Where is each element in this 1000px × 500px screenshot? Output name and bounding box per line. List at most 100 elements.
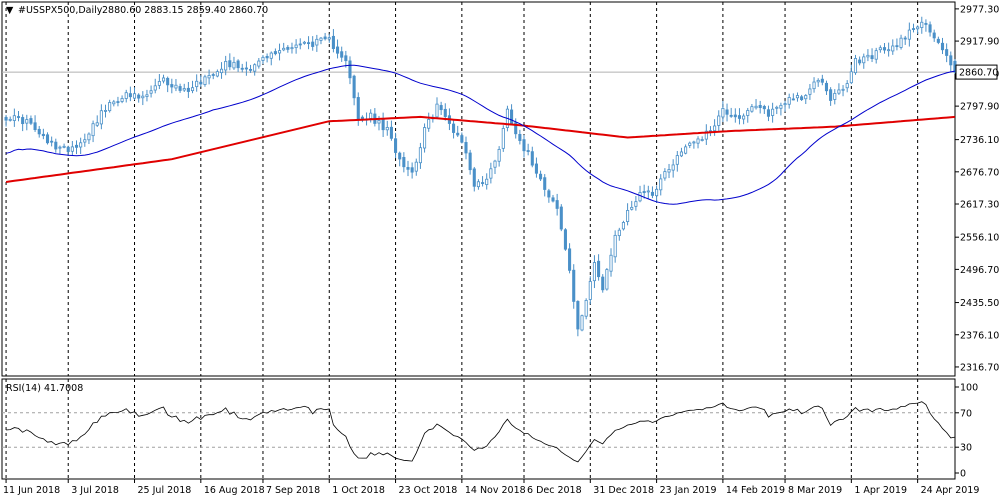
- candle: [253, 63, 257, 76]
- candle: [443, 103, 447, 121]
- rsi-pane[interactable]: 100 70 30 0 RSI(14) 41.7008: [1, 378, 978, 480]
- candle: [50, 136, 54, 147]
- rsi-title: RSI(14) 41.7008: [6, 383, 83, 394]
- candle-body: [87, 133, 91, 141]
- candle: [891, 39, 895, 55]
- candle: [829, 87, 833, 106]
- candle: [410, 162, 414, 179]
- candle-body: [294, 44, 298, 49]
- time-tick-label: 24 Apr 2019: [921, 485, 980, 496]
- candle-body: [518, 134, 522, 141]
- candle-body: [228, 60, 232, 68]
- rsi-pane-frame: [1, 378, 956, 480]
- candle: [120, 95, 124, 104]
- candle-body: [663, 171, 667, 179]
- candles-group: [4, 16, 957, 337]
- candle-body: [269, 52, 273, 59]
- candle: [406, 160, 410, 177]
- candle-body: [924, 23, 928, 25]
- candle: [174, 79, 178, 92]
- candle: [497, 146, 501, 167]
- candle: [555, 193, 559, 216]
- candle-body: [816, 79, 820, 83]
- candle: [331, 29, 335, 53]
- candle: [481, 176, 485, 187]
- candle: [568, 243, 572, 274]
- candle-body: [510, 109, 514, 125]
- candle-body: [940, 42, 945, 51]
- candle: [667, 163, 671, 179]
- candle: [190, 80, 195, 94]
- candle-body: [132, 93, 137, 99]
- candle-body: [555, 200, 559, 209]
- candle: [543, 174, 547, 197]
- candle: [626, 203, 630, 226]
- candle-body: [12, 115, 16, 121]
- symbol-dropdown-icon[interactable]: ▼: [6, 5, 14, 16]
- candle: [634, 196, 638, 211]
- candle: [742, 113, 746, 125]
- candle-body: [903, 37, 907, 40]
- candle-body: [572, 269, 576, 302]
- current-price-tag: 2860.70: [955, 64, 998, 80]
- price-tick-label: 2435.50: [960, 298, 999, 309]
- candle: [327, 33, 331, 43]
- candle-body: [497, 149, 501, 162]
- candle-body: [402, 157, 406, 168]
- candle-body: [219, 68, 224, 74]
- candle: [66, 145, 70, 156]
- price-tick-label: 2496.70: [960, 265, 999, 276]
- candle-body: [456, 132, 460, 136]
- candle: [286, 45, 290, 53]
- candle: [779, 102, 783, 116]
- candle: [758, 100, 762, 114]
- candle-body: [83, 139, 87, 143]
- candle: [290, 42, 294, 54]
- candle-body: [323, 36, 327, 40]
- candle: [650, 186, 654, 199]
- candle-body: [891, 45, 895, 52]
- candle-body: [920, 21, 924, 28]
- rsi-line: [6, 401, 955, 463]
- candle-body: [311, 41, 315, 47]
- price-tick-label: 2316.70: [960, 362, 999, 373]
- candle-body: [58, 146, 62, 149]
- candle: [903, 35, 907, 45]
- candle: [203, 74, 207, 87]
- candle: [812, 77, 816, 93]
- candle: [675, 151, 679, 172]
- candle: [737, 108, 742, 125]
- candle: [170, 78, 174, 94]
- candle: [630, 200, 634, 211]
- candle-body: [862, 56, 866, 64]
- candle-body: [638, 192, 642, 202]
- candle: [551, 194, 555, 203]
- candle: [137, 93, 141, 103]
- candle: [385, 120, 389, 136]
- candle-body: [215, 71, 219, 77]
- candle-body: [671, 164, 675, 171]
- price-pane[interactable]: 2977.302917.902857.702797.902736.102676.…: [1, 1, 999, 377]
- candle-body: [439, 105, 443, 111]
- candle-body: [485, 178, 489, 186]
- candle-body: [54, 141, 58, 150]
- candle-body: [45, 134, 50, 144]
- candle-body: [858, 59, 862, 64]
- candle-body: [211, 74, 215, 76]
- candle-body: [783, 103, 787, 106]
- candle: [103, 104, 108, 118]
- price-tick-label: 2736.10: [960, 135, 999, 146]
- candle-body: [667, 169, 671, 173]
- candle-body: [717, 115, 721, 126]
- candle-body: [62, 145, 66, 148]
- price-tick-label: 2617.30: [960, 200, 999, 211]
- candle-body: [356, 97, 360, 120]
- candle: [460, 132, 464, 144]
- current-price-tag-label: 2860.70: [959, 68, 998, 79]
- candle: [659, 174, 663, 196]
- time-tick-label: 6 Dec 2018: [527, 485, 582, 496]
- candle: [655, 185, 659, 203]
- candle-body: [936, 38, 940, 43]
- candle: [526, 143, 530, 156]
